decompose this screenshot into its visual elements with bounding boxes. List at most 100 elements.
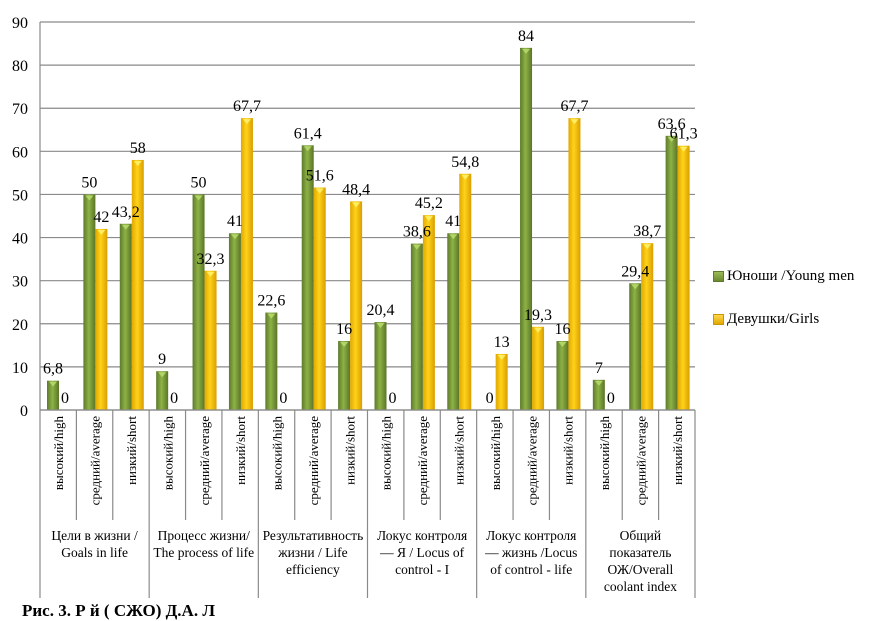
y-tick-label: 30 — [12, 274, 28, 291]
bar-girls — [350, 201, 363, 410]
bar-girls — [532, 326, 545, 410]
bar-girls — [422, 215, 435, 410]
y-tick-label: 60 — [12, 144, 28, 161]
group-label-line: ОЖ/Overall — [608, 562, 674, 577]
data-label-girls: 32,3 — [197, 251, 225, 268]
bar-young-men — [301, 145, 314, 410]
y-tick-label: 20 — [12, 317, 28, 334]
data-label-young-men: 22,6 — [257, 293, 285, 310]
x-tick-label: низкий/short — [451, 416, 466, 485]
bar-top-highlight — [206, 271, 215, 277]
data-label-girls: 0 — [279, 390, 287, 407]
group-label-line: control - I — [395, 562, 449, 577]
bar-top-highlight — [376, 323, 385, 329]
group-label-line: показатель — [609, 545, 671, 560]
bar-top-highlight — [242, 119, 251, 125]
data-labels: 6,8 50 43,2 9 50 41 22,6 61,4 16 20,4 38,6 41 0 84 16 7… — [43, 28, 698, 407]
bar-top-highlight — [267, 313, 276, 319]
bar-top-highlight — [85, 195, 94, 201]
group-label: Общий показатель ОЖ/Overall coolant index — [604, 528, 677, 594]
group-label-line: Локус контроля — [377, 528, 467, 543]
bar-top-highlight — [594, 380, 603, 386]
bar-top-highlight — [230, 234, 239, 240]
data-label-young-men: 9 — [158, 351, 166, 368]
bar-top-highlight — [631, 284, 640, 290]
data-label-girls: 42 — [93, 209, 109, 226]
group-label-line: Goals in life — [61, 545, 128, 560]
data-label-young-men: 7 — [595, 360, 603, 377]
data-label-young-men: 16 — [554, 321, 570, 338]
data-label-girls: 0 — [61, 390, 69, 407]
y-tick-label: 70 — [12, 101, 28, 118]
x-tick-label: высокий/high — [488, 416, 503, 491]
bar-young-men — [592, 379, 605, 410]
group-label-line: Процесс жизни/ — [158, 528, 250, 543]
bar-top-highlight — [522, 48, 531, 54]
data-label-young-men: 38,6 — [403, 224, 431, 241]
x-tick-label: низкий/short — [124, 416, 139, 485]
x-tick-label: средний/average — [524, 416, 539, 506]
group-label-line: The process of life — [153, 545, 254, 560]
group-label-line: — жизнь /Locus — [484, 545, 577, 560]
bar-young-men — [338, 341, 351, 410]
y-tick-label: 50 — [12, 187, 28, 204]
bar-young-men — [119, 223, 132, 410]
bar-girls — [568, 118, 581, 410]
bar-top-highlight — [558, 342, 567, 348]
bar-young-men — [228, 233, 241, 410]
bar-top-highlight — [194, 195, 203, 201]
bar-girls — [459, 173, 472, 410]
bar-top-highlight — [461, 174, 470, 180]
bar-young-men — [156, 371, 169, 410]
data-label-young-men: 41 — [445, 213, 461, 230]
group-label-line: coolant index — [604, 579, 677, 594]
data-label-young-men: 6,8 — [43, 361, 63, 378]
bar-top-highlight — [49, 381, 57, 387]
bar-girls — [313, 187, 326, 410]
group-label-line: of control - life — [490, 562, 572, 577]
data-label-girls: 48,4 — [342, 181, 370, 198]
data-label-young-men: 0 — [486, 390, 494, 407]
legend: Юноши /Young men Девушки/Girls — [713, 266, 873, 352]
bar-young-men — [47, 380, 59, 410]
data-label-young-men: 29,4 — [621, 263, 649, 280]
x-tick-label: низкий/short — [342, 416, 357, 485]
legend-item-young-men: Юноши /Young men — [713, 266, 873, 287]
bar-top-highlight — [158, 372, 167, 378]
y-tick-label: 40 — [12, 231, 28, 248]
bar-top-highlight — [340, 342, 349, 348]
bar-girls — [240, 118, 253, 410]
group-label: Локус контроля — Я / Locus of control - I — [377, 528, 467, 577]
data-label-girls: 67,7 — [233, 98, 261, 115]
bar-top-highlight — [643, 244, 652, 250]
y-axis-ticks: 0 10 20 30 40 50 60 70 80 90 — [12, 15, 28, 420]
bar-girls — [641, 243, 654, 410]
bar-top-highlight — [424, 216, 433, 222]
group-label: Цели в жизни / Goals in life — [51, 528, 138, 560]
x-tick-label: высокий/high — [597, 416, 612, 491]
x-tick-label: средний/average — [197, 416, 212, 506]
bar-girls — [495, 353, 508, 410]
bar-top-highlight — [570, 119, 579, 125]
bar-top-highlight — [497, 354, 506, 360]
bars — [47, 47, 690, 410]
legend-label-young-men: Юноши /Young men — [727, 268, 855, 284]
data-label-young-men: 43,2 — [112, 204, 140, 221]
group-label-line: жизни / Life — [277, 545, 347, 560]
data-label-girls: 13 — [494, 334, 510, 351]
data-label-young-men: 84 — [518, 28, 534, 45]
y-tick-label: 90 — [12, 15, 28, 32]
gridlines — [39, 21, 695, 411]
bar-young-men — [374, 322, 387, 410]
group-label-line: — Я / Locus of — [379, 545, 464, 560]
bar-young-men — [520, 47, 533, 410]
group-label-line: Результативность — [263, 528, 364, 543]
group-label-line: efficiency — [286, 562, 340, 577]
data-label-girls: 0 — [170, 390, 178, 407]
group-label: Результативность жизни / Life efficiency — [263, 528, 364, 577]
x-tick-label: средний/average — [633, 416, 648, 506]
bar-top-highlight — [121, 224, 130, 230]
bar-young-men — [83, 194, 96, 410]
data-label-young-men: 50 — [191, 174, 207, 191]
